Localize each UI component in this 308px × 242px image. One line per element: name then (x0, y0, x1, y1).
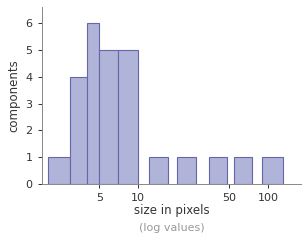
Bar (99, 50, 118, 184)
X-axis label: size in pixels: size in pixels (134, 204, 209, 218)
Bar (209, 157, 227, 184)
Bar (234, 157, 252, 184)
Bar (262, 157, 283, 184)
Bar (48, 157, 71, 184)
Bar (148, 157, 168, 184)
Y-axis label: components: components (7, 59, 20, 132)
Text: (log values): (log values) (139, 223, 204, 233)
Bar (71, 77, 87, 184)
Bar (118, 50, 138, 184)
Bar (177, 157, 196, 184)
Bar (87, 23, 99, 184)
